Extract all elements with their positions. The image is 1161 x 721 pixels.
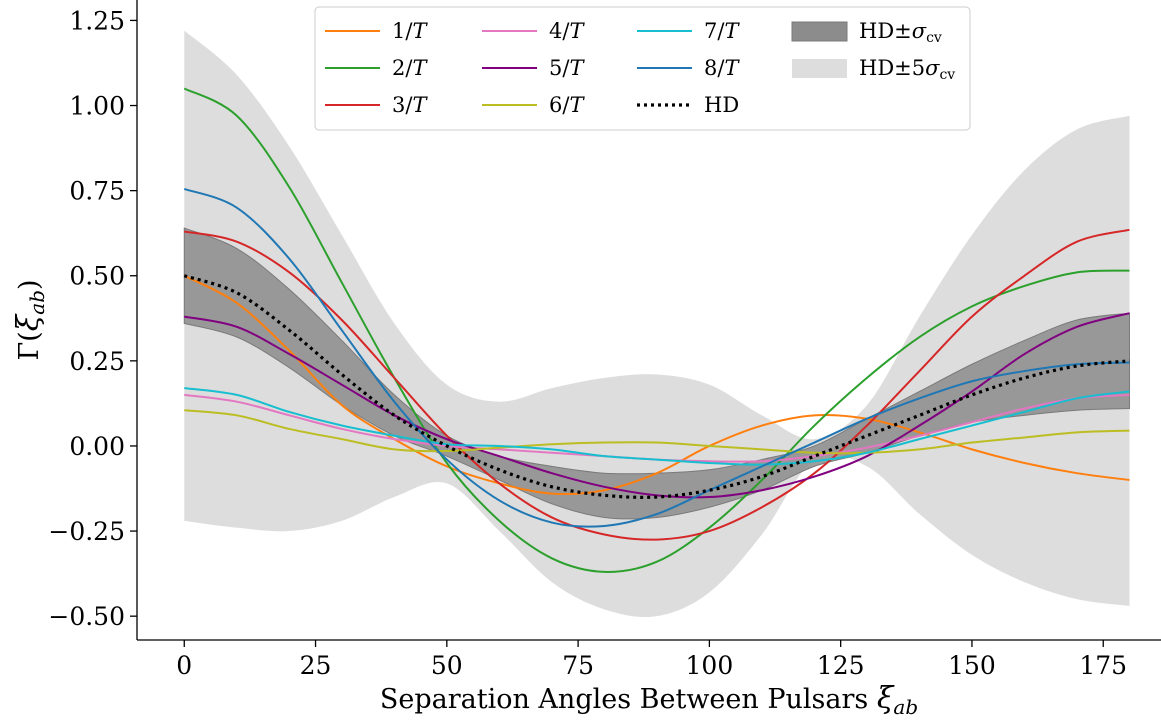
x-tick-label: 50 [431,651,463,680]
legend-label: 7/T [704,19,740,43]
legend-swatch [792,59,847,78]
y-axis-label: Γ(ξab) [11,279,49,360]
series-line-2/T [183,87,1130,573]
legend-item: 5/T [482,56,585,80]
x-tick-label: 75 [562,651,594,680]
legend-item: 4/T [482,19,585,43]
legend-label: 4/T [549,19,585,43]
series-line-7/T [184,387,1130,466]
y-tick-label: −0.25 [48,517,125,546]
legend-item: HD±σcv [791,19,942,46]
legend-item: 6/T [482,93,585,117]
legend-item: 7/T [637,19,740,43]
x-tick-label: 150 [948,651,996,680]
x-tick-label: 25 [300,651,332,680]
legend-items: 1/T 2/T 3/T 4/T 5/T 6/T 7/T 8/T HD HD±σcv HD±5σcv [325,19,955,117]
series-line-3/T [184,228,1130,541]
legend-item: 3/T [325,93,428,117]
y-tick-label: 0.75 [69,177,125,206]
legend-item: 8/T [637,56,740,80]
y-ticks: −0.50 −0.25 0.00 0.25 0.50 0.75 1.00 1.25 [48,6,137,631]
x-ticks: 0 25 50 75 100 125 150 175 [176,640,1127,680]
legend-item: 2/T [325,56,428,80]
legend-label: 1/T [392,19,428,43]
legend-item: 1/T [325,19,428,43]
series-line-6/T [184,409,1130,455]
legend-label: 8/T [704,56,740,80]
band-HD±5σcv [184,30,1130,618]
y-tick-label: 1.00 [69,92,125,121]
x-tick-label: 125 [817,651,865,680]
legend-label: 5/T [549,56,585,80]
y-tick-label: −0.50 [48,602,125,631]
y-tick-label: 0.25 [69,347,125,376]
legend-label: 2/T [392,56,428,80]
x-tick-label: 0 [176,651,192,680]
series-line-1/T [183,274,1130,496]
legend-label: 6/T [549,93,585,117]
legend-label: 3/T [392,93,428,117]
legend: 1/T 2/T 3/T 4/T 5/T 6/T 7/T 8/T HD HD±σcv HD±5σcv [314,6,971,131]
legend-label: HD±σcv [859,19,942,46]
y-tick-label: 1.25 [69,6,125,35]
series-line-8/T [183,187,1130,528]
y-tick-label: 0.50 [69,262,125,291]
x-tick-label: 175 [1079,651,1127,680]
svg-text:Γ(ξab): Γ(ξab) [11,279,49,360]
x-tick-label: 100 [686,651,734,680]
legend-label: HD±5σcv [859,56,955,83]
legend-item: HD±5σcv [792,56,955,83]
legend-item: HD [637,93,739,117]
x-axis-label: Separation Angles Between Pulsars ξab [380,681,918,719]
legend-swatch [791,21,848,42]
legend-label: HD [704,93,739,117]
series-lines [183,87,1130,573]
axes [136,0,1161,641]
series-line-HD [183,274,1130,499]
y-tick-label: 0.00 [69,432,125,461]
series-line-5/T [184,312,1130,499]
